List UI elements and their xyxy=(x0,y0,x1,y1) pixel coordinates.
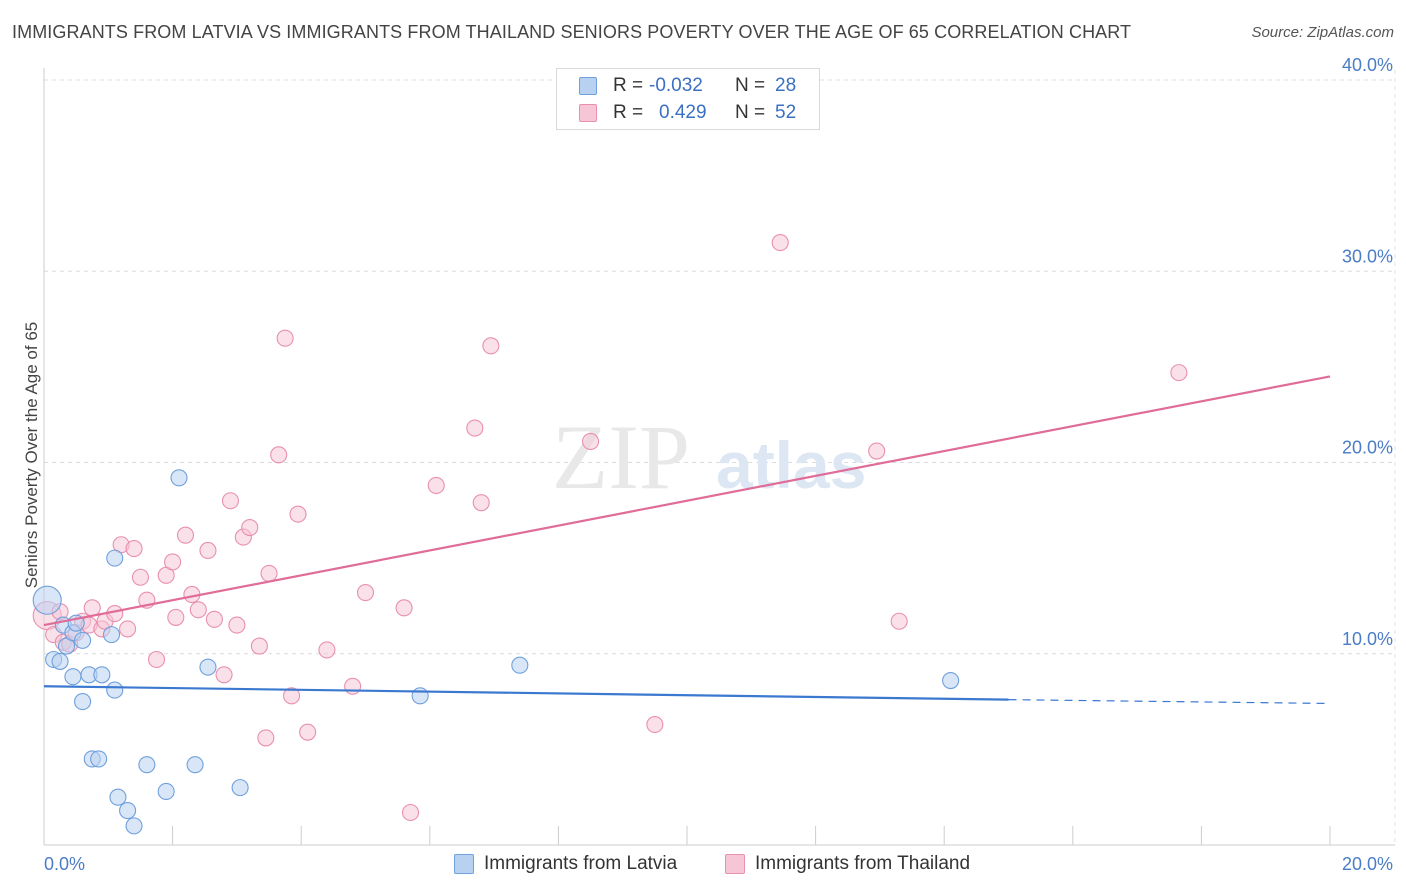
y-tick-label: 20.0% xyxy=(1342,438,1393,458)
thailand-swatch xyxy=(579,104,597,122)
latvia-point xyxy=(64,668,82,686)
latvia-point xyxy=(125,817,143,835)
latvia-point xyxy=(109,788,127,806)
thailand-point xyxy=(260,564,278,582)
latvia-point xyxy=(51,652,69,670)
correlation-legend: R = -0.032 N = 28 R = 0.429 N = 52 xyxy=(556,68,820,130)
chart-title: IMMIGRANTS FROM LATVIA VS IMMIGRANTS FRO… xyxy=(12,22,1132,42)
thailand-point xyxy=(646,715,664,734)
latvia-legend-label: Immigrants from Latvia xyxy=(484,853,678,874)
y-axis-title: Seniors Poverty Over the Age of 65 xyxy=(22,322,41,588)
latvia-point xyxy=(32,585,62,615)
latvia-point xyxy=(411,687,429,705)
thailand-point xyxy=(427,476,445,495)
n-label: N = xyxy=(735,102,766,123)
trend-lines xyxy=(43,375,1331,705)
latvia-point xyxy=(157,782,175,801)
r-value: 0.429 xyxy=(659,102,707,123)
thailand-point xyxy=(276,329,294,347)
latvia-trend-extension xyxy=(1008,699,1331,705)
latvia-point xyxy=(74,631,92,649)
thailand-point xyxy=(1170,364,1188,382)
latvia-legend-swatch xyxy=(454,854,474,874)
latvia-point xyxy=(119,802,137,820)
tick-labels: 10.0% 20.0% 30.0% 40.0% 0.0% 20.0% xyxy=(44,55,1393,874)
thailand-point xyxy=(241,518,259,537)
thailand-point xyxy=(167,608,185,626)
n-label: N = xyxy=(735,75,766,96)
latvia-point xyxy=(170,469,188,487)
watermark-zip: ZIP xyxy=(552,406,690,508)
axes xyxy=(43,68,1395,846)
thailand-point xyxy=(131,568,149,586)
x-tick-label: 20.0% xyxy=(1342,854,1393,874)
thailand-point xyxy=(466,419,484,437)
thailand-point xyxy=(890,612,908,630)
thailand-point xyxy=(250,637,268,655)
n-value: 28 xyxy=(775,75,797,96)
thailand-point xyxy=(125,540,143,558)
latvia-point xyxy=(74,693,92,711)
y-tick-label: 40.0% xyxy=(1342,55,1393,75)
thailand-point xyxy=(270,446,288,464)
thailand-point xyxy=(581,432,600,451)
thailand-point xyxy=(83,599,101,617)
data-points xyxy=(32,234,1188,835)
thailand-point xyxy=(189,601,207,619)
thailand-point xyxy=(356,583,375,602)
thailand-point xyxy=(119,620,137,638)
thailand-point xyxy=(868,442,886,460)
y-tick-label: 30.0% xyxy=(1342,246,1393,266)
latvia-point xyxy=(90,750,108,768)
thailand-point xyxy=(176,526,195,544)
thailand-point xyxy=(147,650,166,669)
r-label: R = xyxy=(613,102,644,123)
source-credit: Source: ZipAtlas.com xyxy=(1251,24,1394,41)
thailand-point xyxy=(482,337,500,355)
thailand-point xyxy=(771,234,789,252)
latvia-point xyxy=(106,681,124,699)
thailand-point xyxy=(205,610,223,628)
latvia-point xyxy=(106,549,124,567)
watermark: ZIP atlas xyxy=(552,406,866,508)
thailand-point xyxy=(199,541,217,560)
thailand-trend-line xyxy=(43,375,1331,627)
thailand-point xyxy=(228,616,246,634)
r-value: -0.032 xyxy=(649,75,703,96)
thailand-point xyxy=(221,492,240,510)
thailand-legend-label: Immigrants from Thailand xyxy=(755,853,971,874)
latvia-point xyxy=(511,656,529,674)
thailand-point xyxy=(395,599,413,617)
thailand-point xyxy=(318,641,336,659)
latvia-trend-line xyxy=(43,685,1009,701)
thailand-point xyxy=(299,723,317,741)
r-label: R = xyxy=(613,75,644,96)
latvia-point xyxy=(102,626,121,644)
latvia-point xyxy=(942,671,960,690)
thailand-point xyxy=(283,687,301,705)
thailand-point xyxy=(401,803,420,822)
thailand-point xyxy=(289,505,307,523)
latvia-point xyxy=(199,658,217,676)
thailand-legend-swatch xyxy=(725,854,745,874)
latvia-point xyxy=(231,779,249,797)
thailand-point xyxy=(215,666,233,684)
y-tick-label: 10.0% xyxy=(1342,629,1393,649)
latvia-point xyxy=(138,756,156,774)
latvia-point xyxy=(93,666,111,684)
thailand-point xyxy=(164,553,182,571)
thailand-point xyxy=(344,677,362,695)
thailand-point xyxy=(257,729,275,747)
latvia-point xyxy=(186,756,204,774)
x-tick-label: 0.0% xyxy=(44,854,85,874)
latvia-swatch xyxy=(579,77,597,95)
n-value: 52 xyxy=(775,102,797,123)
thailand-point xyxy=(472,494,490,512)
